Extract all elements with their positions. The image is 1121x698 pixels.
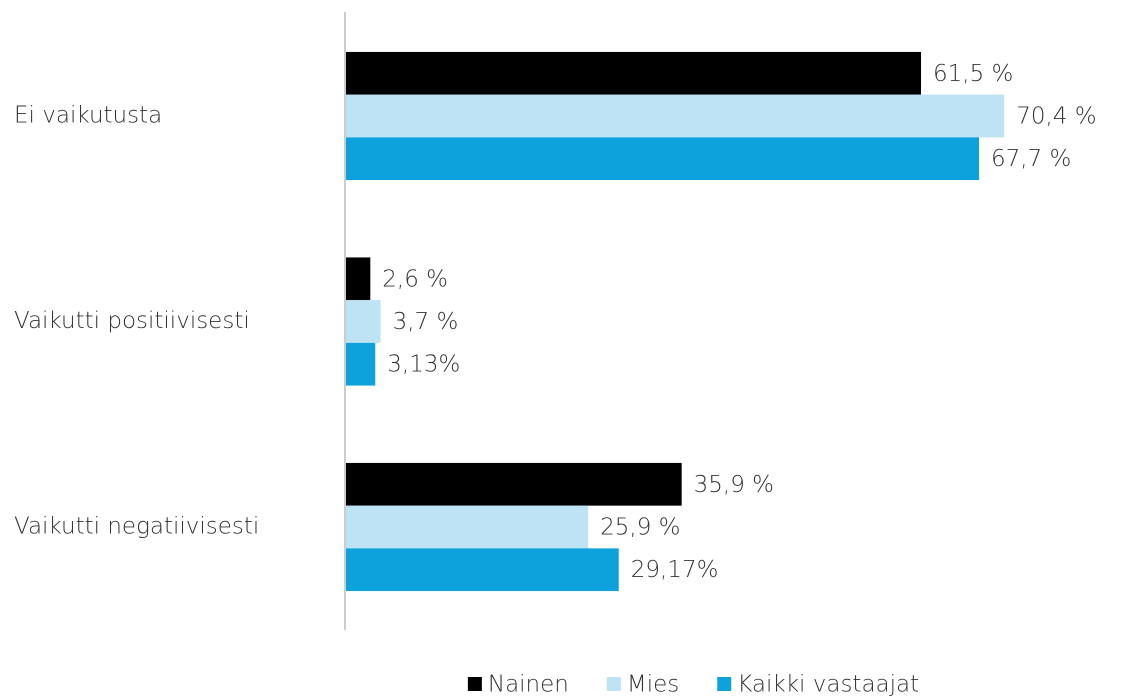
bar — [346, 51, 922, 95]
bar — [346, 342, 376, 386]
category-label: Vaikutti positiivisesti — [14, 308, 250, 334]
bar — [346, 257, 371, 301]
legend-label: Mies — [627, 672, 679, 698]
bar — [346, 462, 682, 506]
value-label: 61,5 % — [933, 61, 1013, 87]
value-label: 25,9 % — [600, 515, 680, 541]
category-label: Vaikutti negatiivisesti — [14, 514, 259, 540]
legend-swatch — [467, 677, 482, 691]
bar — [346, 94, 1005, 138]
value-label: 2,6 % — [382, 266, 448, 292]
legend-swatch — [606, 677, 621, 691]
bar — [346, 137, 979, 181]
bar — [346, 548, 619, 592]
value-label: 70,4 % — [1016, 104, 1096, 130]
bar — [346, 505, 589, 549]
value-label: 29,17% — [631, 557, 719, 583]
value-label: 35,9 % — [694, 472, 774, 498]
legend-swatch — [717, 677, 732, 691]
value-label: 3,13% — [387, 352, 460, 378]
value-label: 67,7 % — [991, 146, 1071, 172]
legend-label: Nainen — [488, 672, 569, 698]
bar — [346, 300, 381, 343]
category-label: Ei vaikutusta — [14, 103, 162, 129]
value-label: 3,7 % — [393, 309, 459, 335]
legend-label: Kaikki vastaajat — [737, 672, 919, 698]
